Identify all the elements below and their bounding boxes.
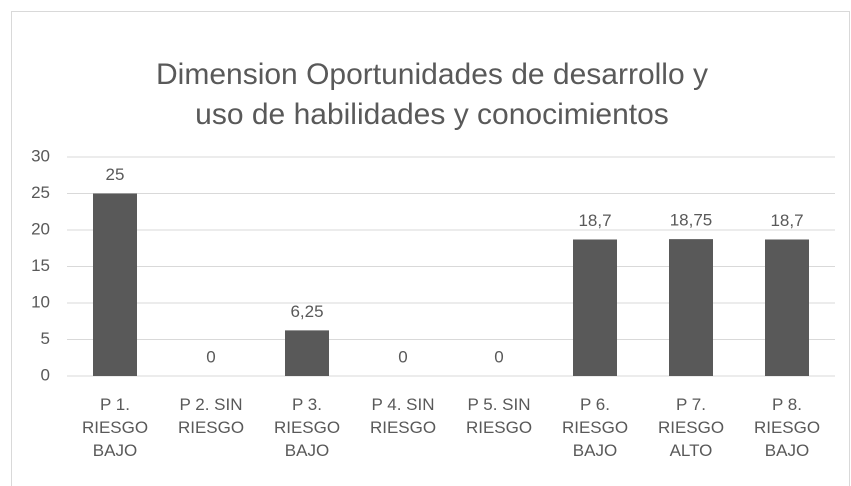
value-label: 6,25 [290, 302, 323, 321]
y-tick-label: 0 [41, 365, 50, 384]
y-tick-label: 30 [31, 146, 50, 165]
chart-title: uso de habilidades y conocimientos [195, 98, 669, 131]
value-label: 0 [494, 347, 503, 366]
x-tick-label: P 5. SIN RIESGO [466, 395, 532, 437]
x-tick-label: P 6. RIESGO BAJO [562, 395, 628, 460]
bar [669, 239, 713, 376]
x-tick-label: P 7. RIESGO ALTO [658, 395, 724, 460]
chart-title: Dimension Oportunidades de desarrollo y [156, 58, 708, 91]
x-tick-label: P 8. RIESGO BAJO [754, 395, 820, 460]
x-tick-label: P 2. SIN RIESGO [178, 395, 244, 437]
y-tick-label: 5 [41, 329, 50, 348]
bar [285, 330, 329, 376]
value-label: 18,7 [578, 211, 611, 230]
x-tick-label: P 3. RIESGO BAJO [274, 395, 340, 460]
y-tick-label: 25 [31, 183, 50, 202]
y-tick-label: 15 [31, 256, 50, 275]
bar [765, 239, 809, 376]
value-label: 18,7 [770, 211, 803, 230]
bar [93, 193, 137, 376]
y-tick-label: 10 [31, 292, 50, 311]
value-label: 0 [398, 347, 407, 366]
value-label: 0 [206, 347, 215, 366]
value-label: 18,75 [670, 211, 713, 230]
x-tick-label: P 4. SIN RIESGO [370, 395, 436, 437]
value-label: 25 [106, 165, 125, 184]
x-tick-label: P 1. RIESGO BAJO [82, 395, 148, 460]
y-tick-label: 20 [31, 219, 50, 238]
bar [573, 239, 617, 376]
